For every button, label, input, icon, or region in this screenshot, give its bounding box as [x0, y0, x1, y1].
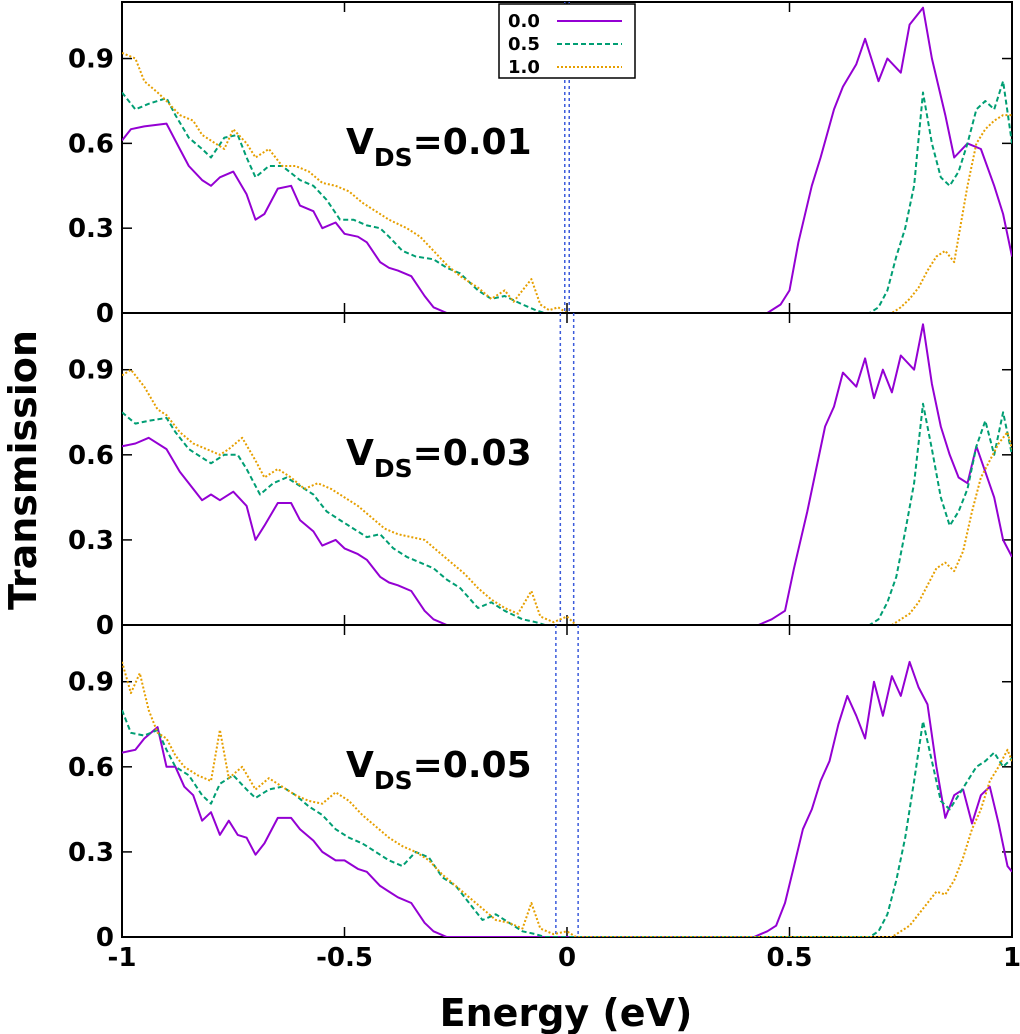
- panel-1: 0 0.3 0.6 0.9 VDS=0.01: [68, 1, 1013, 329]
- annotation-value: =0.03: [413, 433, 532, 474]
- x-tick-label: -1: [108, 943, 137, 973]
- annotation-subscript: DS: [374, 143, 413, 172]
- annotation-main: V: [346, 122, 374, 163]
- panel-frame: [121, 624, 1013, 938]
- series-line-1-0: [122, 51, 1012, 313]
- panel-annotation: VDS=0.01: [346, 122, 532, 172]
- series-line-1-0: [122, 368, 1012, 625]
- series-line-0-5: [122, 709, 1012, 937]
- legend: 0.00.51.0: [498, 3, 636, 79]
- y-tick-label: 0.6: [68, 441, 114, 471]
- series-line-0-5: [122, 402, 1012, 625]
- series-line-0-5: [122, 80, 1012, 313]
- annotation-value: =0.05: [413, 745, 532, 786]
- panel-frame: [121, 312, 1013, 626]
- y-tick-label: 0.3: [68, 526, 114, 556]
- legend-box: [498, 3, 636, 79]
- legend-label: 0.0: [508, 11, 540, 32]
- legend-label: 0.5: [508, 34, 540, 55]
- panel-3: 0 0.3 0.6 0.9 VDS=0.05: [68, 624, 1013, 953]
- x-tick-label: 0.5: [766, 943, 812, 973]
- panel-series-group: [122, 323, 1012, 625]
- annotation-main: V: [346, 745, 374, 786]
- y-axis-title: Transmission: [1, 330, 45, 610]
- y-tick-label: 0.3: [68, 838, 114, 868]
- x-tick-label: -0.5: [316, 943, 373, 973]
- series-line-1-0: [122, 661, 1012, 937]
- panel-series-group: [122, 660, 1012, 937]
- y-tick-label: 0: [96, 611, 114, 641]
- panel-2: 0 0.3 0.6 0.9 VDS=0.03: [68, 312, 1013, 641]
- series-line-0-0: [122, 660, 1012, 937]
- y-tick-label: 0.9: [68, 356, 114, 386]
- annotation-main: V: [346, 433, 374, 474]
- annotation-value: =0.01: [413, 122, 532, 163]
- legend-label: 1.0: [508, 57, 540, 78]
- series-line-0-0: [122, 6, 1012, 313]
- series-line-0-0: [122, 323, 1012, 625]
- panel-annotation: VDS=0.05: [346, 745, 532, 795]
- panel-annotation: VDS=0.03: [346, 433, 532, 483]
- x-tick-label: 0: [558, 943, 576, 973]
- annotation-subscript: DS: [374, 766, 413, 795]
- annotation-subscript: DS: [374, 454, 413, 483]
- x-axis-title: Energy (eV): [440, 991, 693, 1034]
- y-tick-label: 0.9: [68, 45, 114, 75]
- y-tick-label: 0.6: [68, 129, 114, 159]
- y-tick-label: 0.6: [68, 753, 114, 783]
- y-tick-label: 0: [96, 923, 114, 953]
- x-tick-label: 1: [1003, 943, 1020, 973]
- panel-series-group: [122, 6, 1012, 313]
- y-tick-label: 0.3: [68, 214, 114, 244]
- y-tick-label: 0: [96, 299, 114, 329]
- y-tick-label: 0.9: [68, 668, 114, 698]
